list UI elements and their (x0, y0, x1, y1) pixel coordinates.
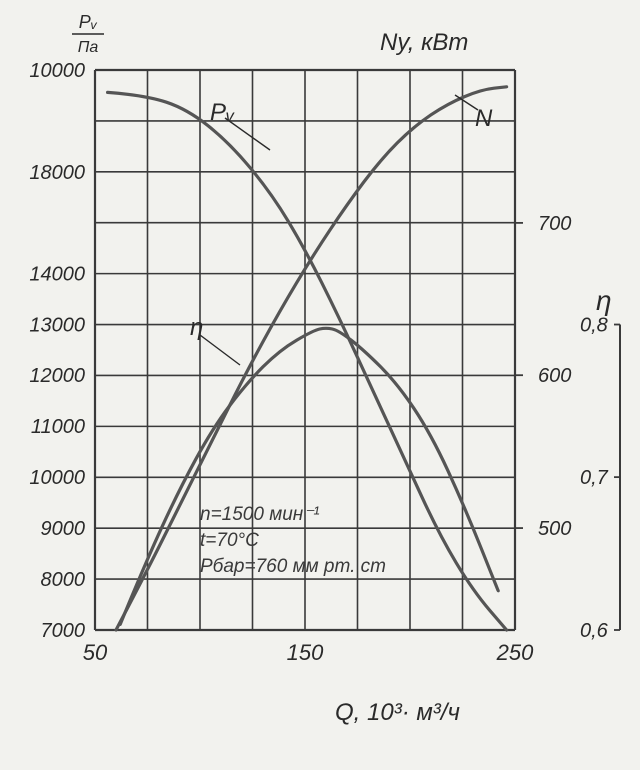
ytick-left: 10000 (29, 467, 85, 489)
ytick-left: 13000 (29, 315, 85, 337)
chart-container: 7000 8000 9000 10000 11000 12000 13000 14000 180… (0, 0, 640, 770)
xtick: 50 (83, 640, 108, 665)
ytick-right-n: 600 (538, 365, 571, 387)
annotation-line: n=1500 мин⁻¹ (200, 504, 320, 525)
ytick-left: 8000 (41, 569, 86, 591)
ytick-right-eta: 0,8 (580, 315, 608, 337)
ytick-left: 12000 (29, 365, 85, 387)
ytick-left: 18000 (29, 162, 85, 184)
annotation-line: t=70°C (200, 530, 259, 551)
xtick: 250 (496, 640, 534, 665)
ytick-right-n: 700 (538, 213, 571, 235)
axis-label-left-num: Pᵥ (79, 12, 98, 32)
axis-label-bottom: Q, 10³· м³/ч (335, 699, 460, 726)
ytick-right-eta: 0,7 (580, 467, 609, 489)
axis-label-left-den: Па (78, 39, 99, 56)
ytick-left: 11000 (31, 416, 85, 438)
axis-label-top: Nу, кВт (380, 29, 468, 56)
ytick-left: 14000 (29, 264, 85, 286)
xtick: 150 (287, 640, 324, 665)
annotation-line: Pбар=760 мм рт. ст (200, 556, 386, 577)
chart-svg: 7000 8000 9000 10000 11000 12000 13000 14000 180… (0, 0, 640, 770)
axis-label-eta: η (596, 285, 612, 316)
ytick-left: 7000 (41, 620, 86, 642)
curve-eta-label: η (190, 314, 203, 341)
ytick-left: 10000 (29, 60, 85, 82)
ytick-right-eta: 0,6 (580, 620, 609, 642)
ytick-left: 9000 (41, 518, 86, 540)
ytick-right-n: 500 (538, 518, 571, 540)
